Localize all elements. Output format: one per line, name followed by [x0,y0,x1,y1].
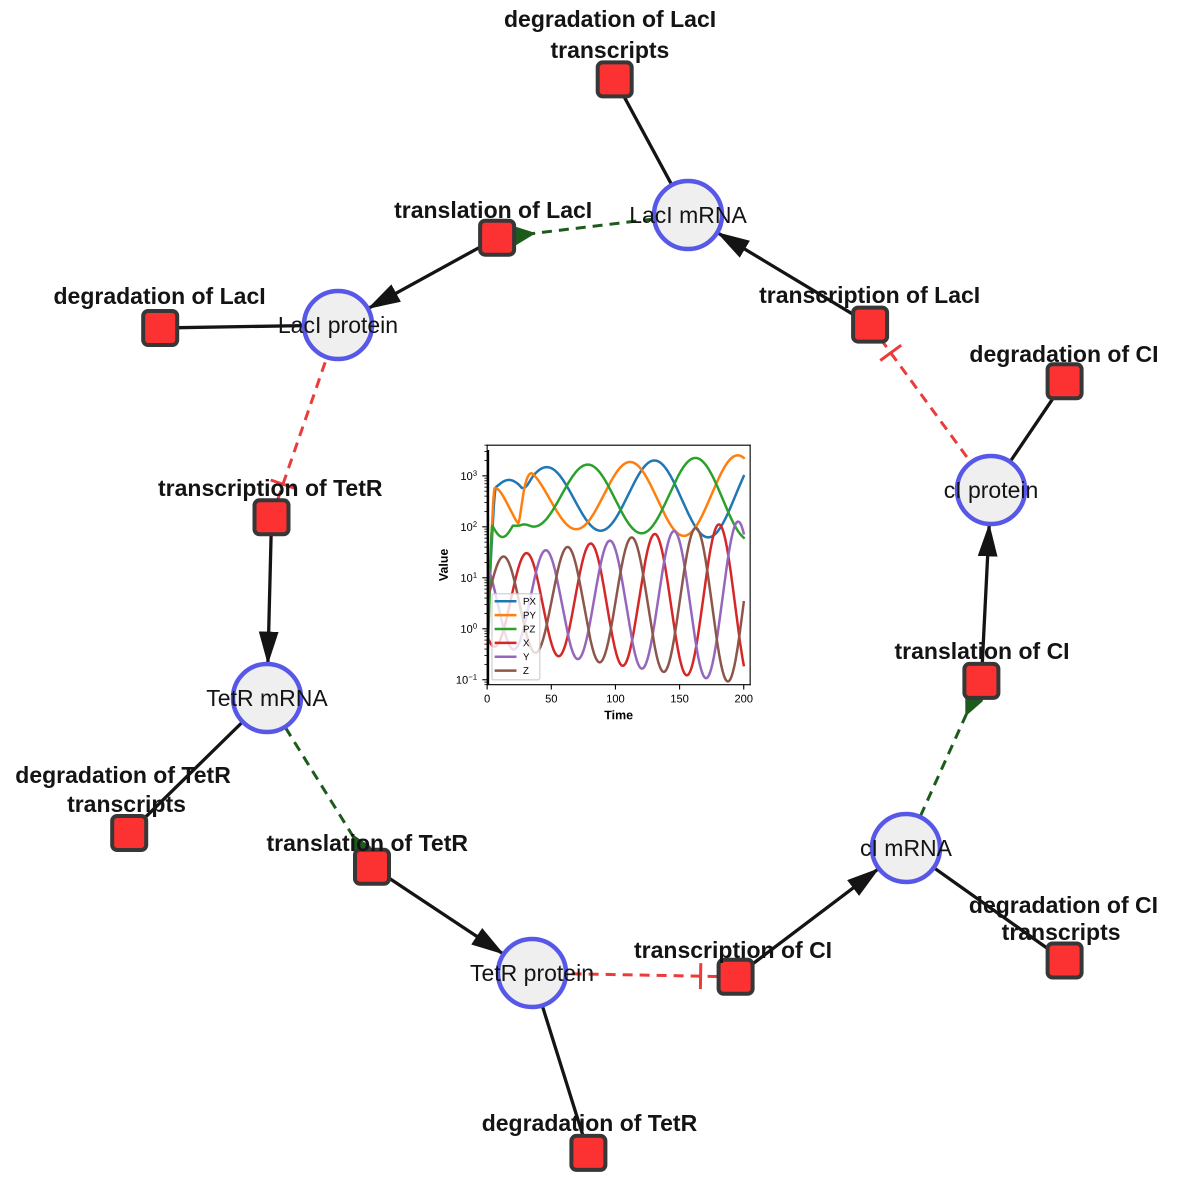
svg-text:LacI protein: LacI protein [278,312,398,338]
svg-text:LacI mRNA: LacI mRNA [629,202,747,228]
svg-text:cI protein: cI protein [944,477,1039,503]
svg-text:TetR mRNA: TetR mRNA [206,685,328,711]
svg-text:TetR protein: TetR protein [470,960,594,986]
svg-text:cI mRNA: cI mRNA [860,835,953,861]
